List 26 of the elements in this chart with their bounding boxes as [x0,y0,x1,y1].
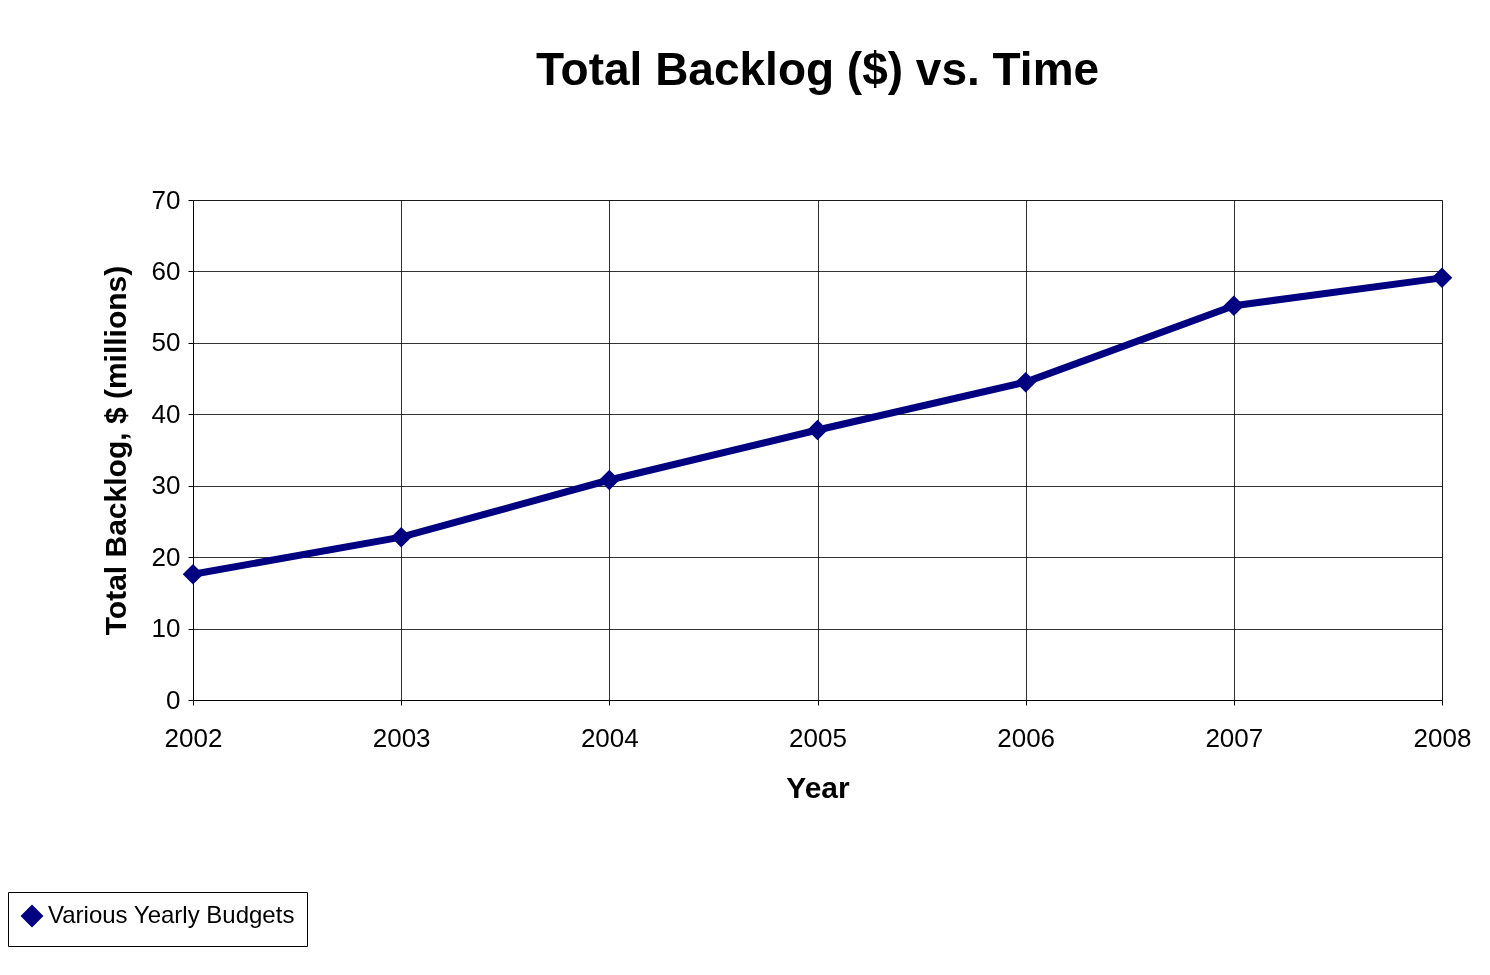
point [1015,371,1036,393]
x-tick-label: 2006 [997,722,1056,753]
x-tick-label: 2003 [372,722,431,753]
x-tick-label: 2005 [789,722,847,753]
x-axis-title: Year [786,770,851,804]
x-tick-label: 2007 [1205,722,1264,753]
chart-title: Total Backlog ($) vs. Time [535,43,1100,95]
y-tick-label: 20 [151,541,181,572]
point [390,526,412,548]
x-tick-label: 2004 [580,722,639,753]
y-axis-title: Total Backlog, $ (millions) [98,265,132,636]
point [1431,267,1453,289]
point [182,564,204,585]
y-tick-label: 60 [151,255,181,286]
x-tick-label: 2008 [1413,722,1472,753]
x-tick-label: 2002 [164,722,223,753]
y-tick-label: 50 [151,327,181,358]
y-tick-label: 70 [151,184,181,215]
point [599,469,620,491]
legend-label: Various Yearly Budgets [48,901,295,928]
y-tick-label: 40 [151,398,181,429]
y-tick-label: 30 [151,470,181,501]
y-tick-label: 0 [166,684,181,715]
point [1223,295,1245,316]
y-tick-label: 10 [151,613,181,644]
point [807,419,828,441]
